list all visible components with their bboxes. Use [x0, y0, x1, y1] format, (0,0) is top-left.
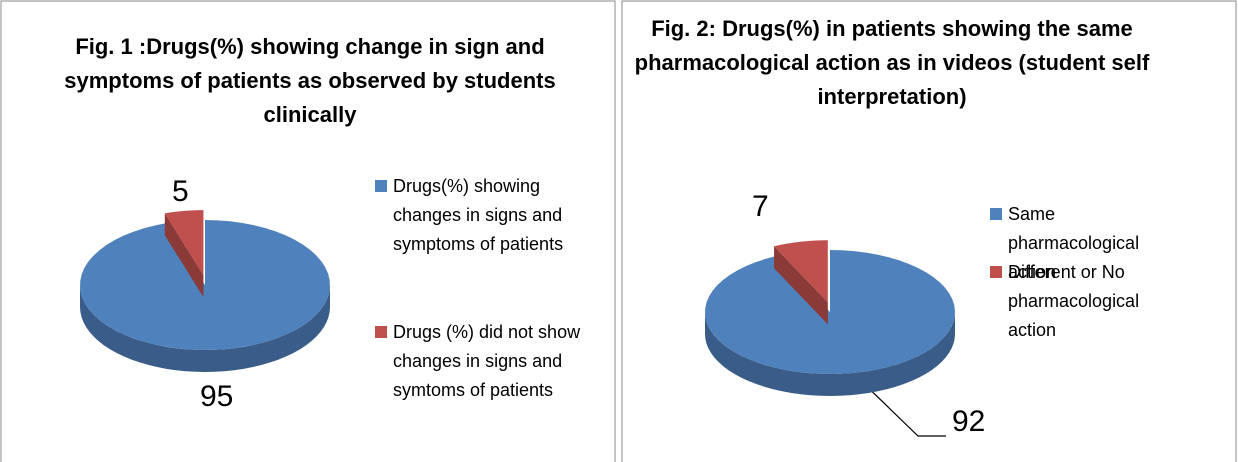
legend-item: Different or No pharmacological action: [990, 258, 1140, 345]
data-label: 5: [172, 175, 189, 208]
legend-label: Different or No pharmacological action: [1008, 262, 1140, 340]
legend-item: Drugs(%) showing changes in signs and sy…: [375, 172, 588, 259]
data-label: 95: [200, 380, 234, 413]
legend-label: Same pharmacological action: [1008, 204, 1140, 282]
panel-border: [621, 0, 1237, 462]
pie-slice-side: [80, 285, 330, 372]
data-label: 92: [952, 405, 986, 438]
legend-swatch: [375, 180, 387, 192]
chart-title: Fig. 1 :Drugs(%) showing change in sign …: [64, 34, 556, 127]
legend-swatch: [375, 326, 387, 338]
legend-item: Drugs (%) did not show changes in signs …: [375, 318, 588, 405]
legend-label: Drugs (%) did not show changes in signs …: [393, 322, 581, 400]
pie-slice: [705, 250, 955, 374]
legend-swatch: [990, 208, 1002, 220]
pie-slice-face: [774, 246, 828, 325]
chart-title: Fig. 2: Drugs(%) in patients showing the…: [634, 16, 1150, 109]
pie-slice-face: [164, 213, 204, 298]
data-label: 7: [752, 190, 769, 223]
leader-line: [854, 374, 946, 437]
pie-slice: [774, 240, 828, 303]
pie-slice: [80, 220, 330, 350]
panel-border: [0, 0, 616, 462]
pie-slice: [164, 210, 204, 276]
legend-swatch: [990, 266, 1002, 278]
pie-slice-side: [705, 312, 955, 396]
legend-label: Drugs(%) showing changes in signs and sy…: [393, 176, 564, 254]
legend-item: Same pharmacological action: [990, 200, 1140, 287]
